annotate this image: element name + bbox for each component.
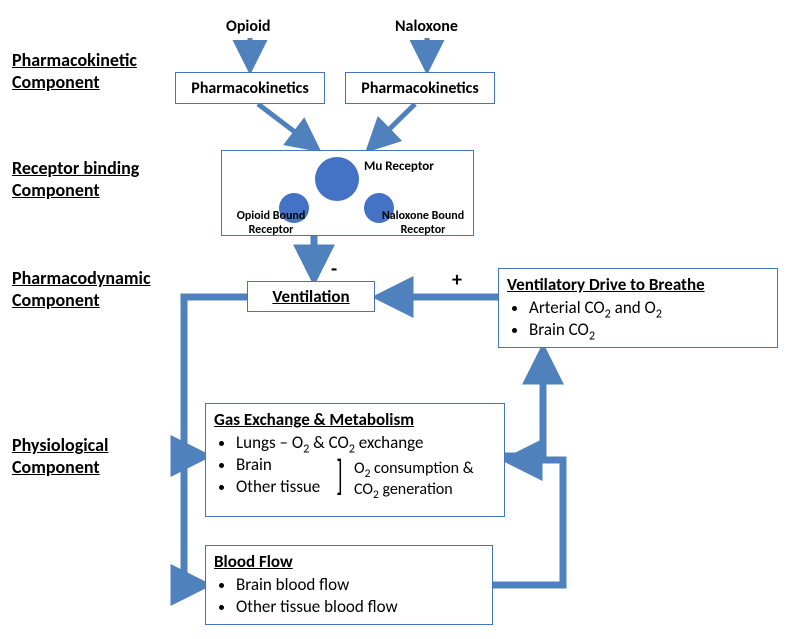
- pk-box-naloxone: Pharmacokinetics: [345, 72, 495, 104]
- plus-sign: +: [452, 268, 462, 292]
- gas-side-text: O2 consumption &CO2 generation: [354, 459, 474, 501]
- label-opioid: Opioid: [226, 17, 270, 36]
- pk-box-opioid: Pharmacokinetics: [175, 72, 325, 104]
- drive-box: Ventilatory Drive to Breathe Arterial CO…: [498, 268, 778, 348]
- naloxone-bound-label: Naloxone Bound Receptor: [368, 209, 478, 237]
- drive-bullets: Arterial CO2 and O2Brain CO2: [507, 297, 769, 341]
- brace-icon: ]: [336, 455, 342, 497]
- blood-box: Blood Flow Brain blood flowOther tissue …: [205, 545, 493, 625]
- receptor-box: Mu Receptor Opioid Bound Receptor Naloxo…: [221, 150, 474, 236]
- label-naloxone: Naloxone: [395, 17, 458, 36]
- section-label-pk: PharmacokineticComponent: [12, 50, 137, 93]
- ventilation-box: Ventilation: [247, 281, 375, 312]
- section-label-phys: PhysiologicalComponent: [12, 435, 108, 478]
- section-label-rb: Receptor bindingComponent: [12, 158, 139, 201]
- blood-bullets: Brain blood flowOther tissue blood flow: [214, 574, 484, 618]
- minus-sign: -: [331, 257, 337, 281]
- opioid-bound-label: Opioid Bound Receptor: [226, 209, 316, 237]
- gas-box: Gas Exchange & Metabolism Lungs – O2 & C…: [205, 403, 505, 517]
- section-label-pd: PharmacodynamicComponent: [12, 268, 151, 311]
